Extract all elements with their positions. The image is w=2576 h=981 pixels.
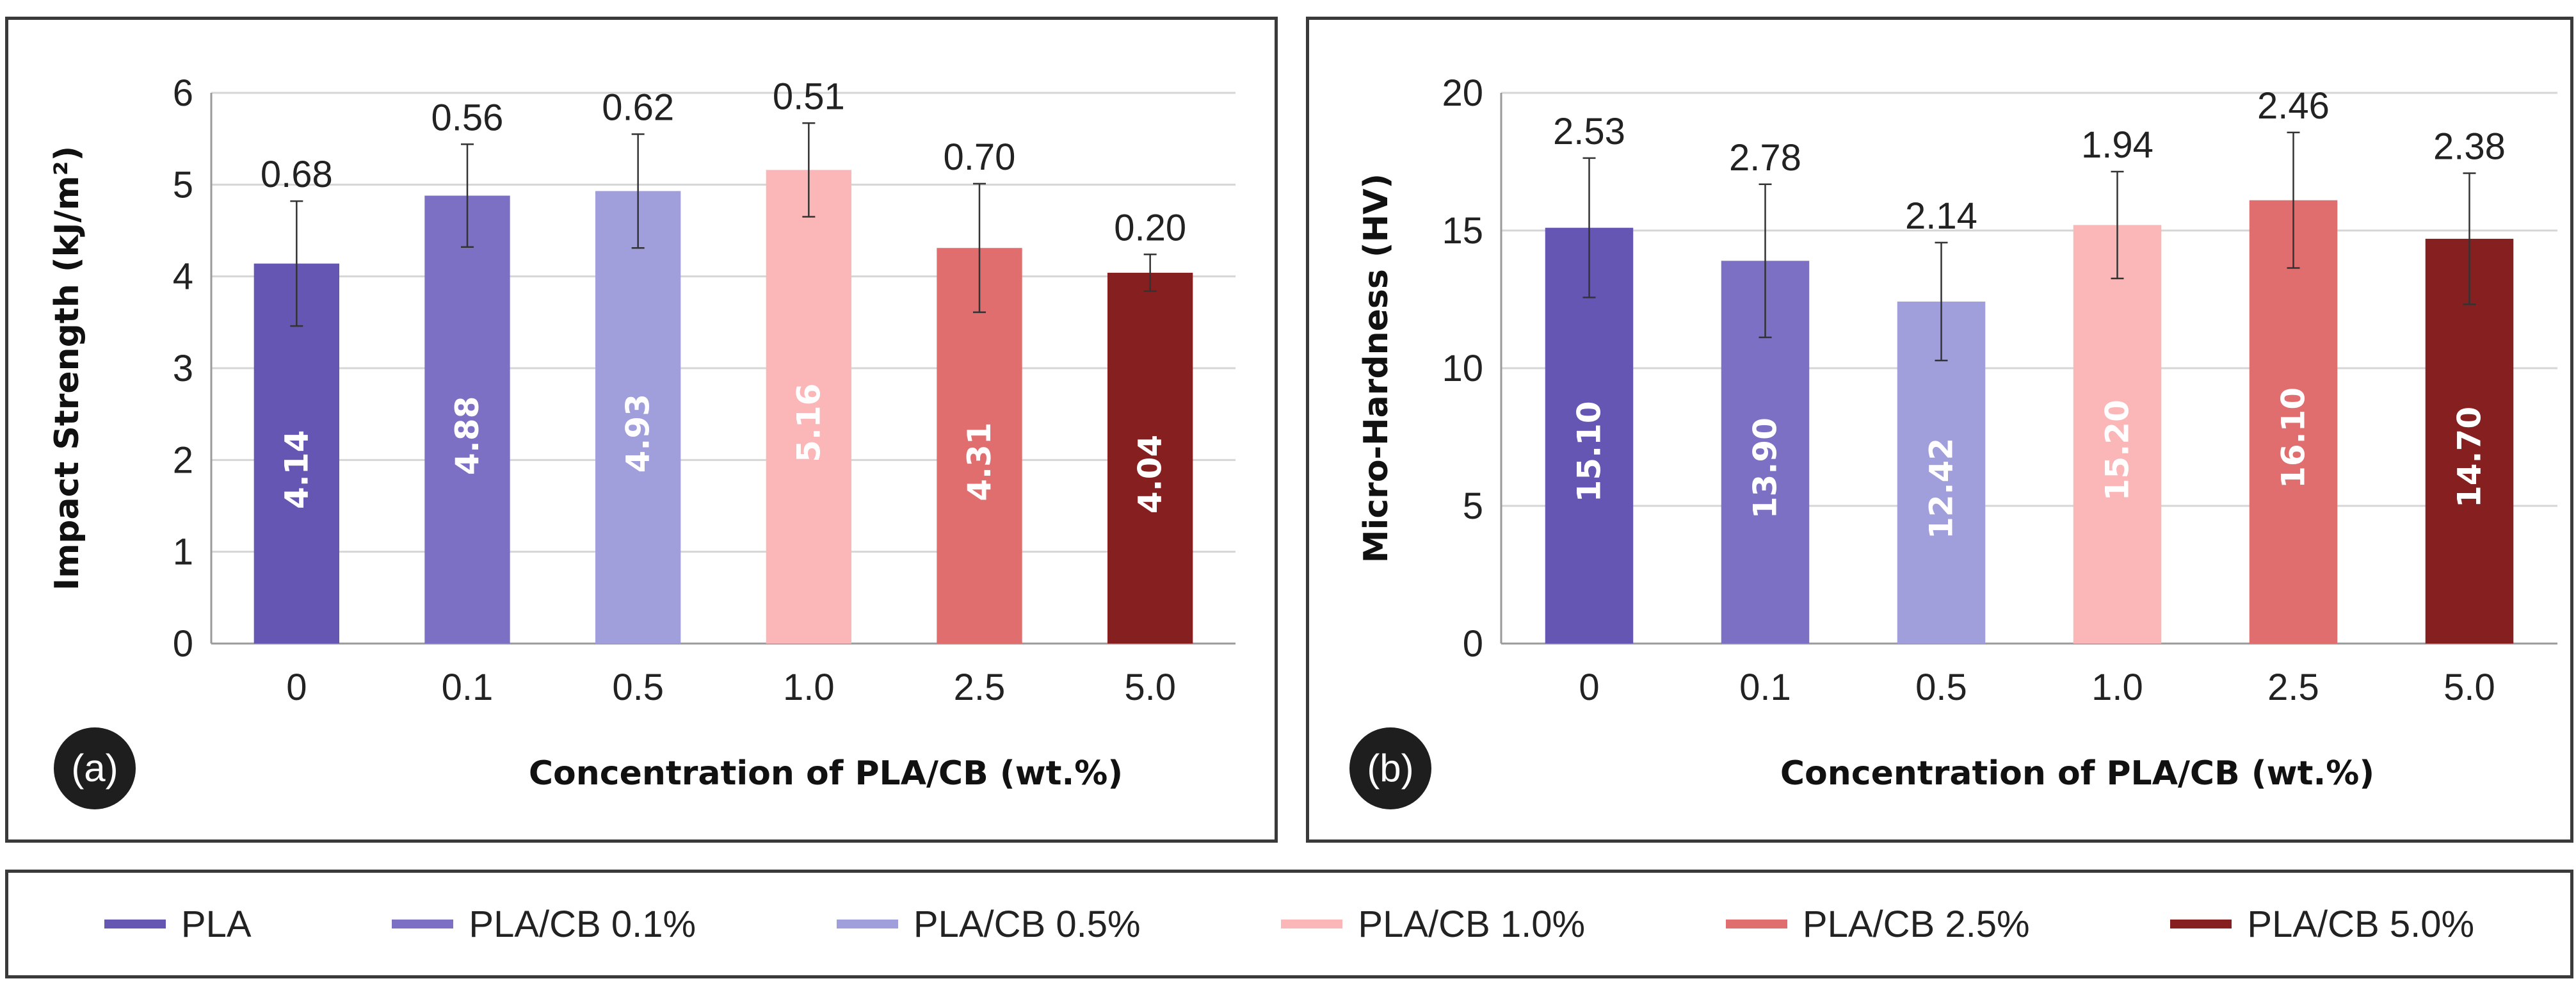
y-tick-label: 0 [173,623,193,665]
error-value-label: 2.53 [1553,111,1625,152]
legend-swatch [104,920,166,928]
x-tick-label: 0.1 [1739,667,1791,708]
legend-swatch [836,920,898,928]
bar [595,191,681,644]
panel-tag-label: (b) [1367,747,1413,790]
bar-value-label: 4.14 [278,430,315,509]
x-axis-title: Concentration of PLA/CB (wt.%) [1780,754,2374,793]
x-tick-label: 5.0 [2443,667,2495,708]
y-tick-label: 6 [173,72,193,114]
bar-value-label: 13.90 [1747,418,1784,519]
legend-label: PLA/CB 0.1% [469,903,696,945]
legend-item-pla-cb-0-5: PLA/CB 0.5% [836,903,1141,946]
error-value-label: 2.14 [1905,195,1977,237]
bar-value-label: 5.16 [790,384,827,462]
y-tick-label: 1 [173,531,193,573]
error-value-label: 2.46 [2257,85,2330,127]
bar [2425,238,2514,644]
bar [766,170,851,644]
panel-tag-label: (a) [71,747,118,790]
y-tick-label: 5 [173,164,193,206]
bar-value-label: 4.04 [1132,435,1169,514]
x-tick-label: 0 [286,667,307,708]
error-value-label: 0.51 [773,76,845,117]
error-value-label: 0.62 [602,87,674,129]
bar [937,248,1022,644]
bar [254,263,339,644]
legend-item-pla-cb-1-0: PLA/CB 1.0% [1281,903,1585,946]
bar-value-label: 15.10 [1571,401,1608,502]
error-value-label: 0.70 [944,136,1016,178]
x-tick-label: 0 [1579,667,1599,708]
legend-swatch [2170,920,2232,928]
x-tick-label: 0.5 [612,667,664,708]
bar-value-label: 15.20 [2099,400,2136,501]
y-tick-label: 15 [1442,210,1483,252]
legend-swatch [1281,920,1343,928]
legend-label: PLA/CB 1.0% [1358,903,1586,945]
x-tick-label: 0.1 [442,667,494,708]
error-value-label: 0.68 [261,154,333,195]
y-tick-label: 3 [173,348,193,389]
error-value-label: 0.56 [431,97,504,138]
x-axis-title: Concentration of PLA/CB (wt.%) [529,754,1123,793]
legend-item-pla-cb-0-1: PLA/CB 0.1% [392,903,696,946]
y-axis-title: Impact Strength (kJ/m²) [48,146,86,590]
bar [424,195,510,644]
legend-label: PLA/CB 0.5% [913,903,1141,945]
bar [1107,272,1193,644]
legend-label: PLA [181,903,252,945]
legend-item-pla: PLA [104,903,252,946]
x-tick-label: 5.0 [1124,667,1176,708]
legend-swatch [392,920,454,928]
y-tick-label: 20 [1442,72,1483,114]
x-tick-label: 1.0 [783,667,835,708]
error-value-label: 2.38 [2433,126,2506,168]
y-tick-label: 0 [1463,623,1483,665]
y-tick-label: 10 [1442,348,1483,389]
y-axis-title: Micro-Hardness (HV) [1357,174,1396,563]
bar [2073,225,2162,644]
error-value-label: 1.94 [2081,124,2153,166]
legend-item-pla-cb-5-0: PLA/CB 5.0% [2170,903,2474,946]
error-value-label: 0.20 [1114,207,1186,248]
panel-tag [54,727,136,809]
legend-label: PLA/CB 5.0% [2247,903,2475,945]
y-tick-label: 5 [1463,485,1483,527]
bar-value-label: 12.42 [1923,438,1960,539]
bar [2249,200,2338,644]
bar-value-label: 4.88 [449,396,486,475]
legend-swatch [1725,920,1787,928]
x-tick-label: 2.5 [2267,667,2319,708]
x-tick-label: 1.0 [2091,667,2143,708]
x-tick-label: 0.5 [1915,667,1967,708]
x-tick-label: 2.5 [954,667,1006,708]
panel-tag [1349,727,1431,809]
bar-value-label: 14.70 [2451,407,2488,508]
y-tick-label: 2 [173,439,193,481]
bar-value-label: 4.31 [961,422,998,501]
legend-item-pla-cb-2-5: PLA/CB 2.5% [1725,903,2030,946]
error-value-label: 2.78 [1729,137,1801,179]
legend: PLA PLA/CB 0.1% PLA/CB 0.5% PLA/CB 1.0% … [5,870,2573,978]
legend-label: PLA/CB 2.5% [1802,903,2030,945]
bar-value-label: 4.93 [620,394,657,473]
y-tick-label: 4 [173,256,193,298]
bar-value-label: 16.10 [2275,387,2312,489]
